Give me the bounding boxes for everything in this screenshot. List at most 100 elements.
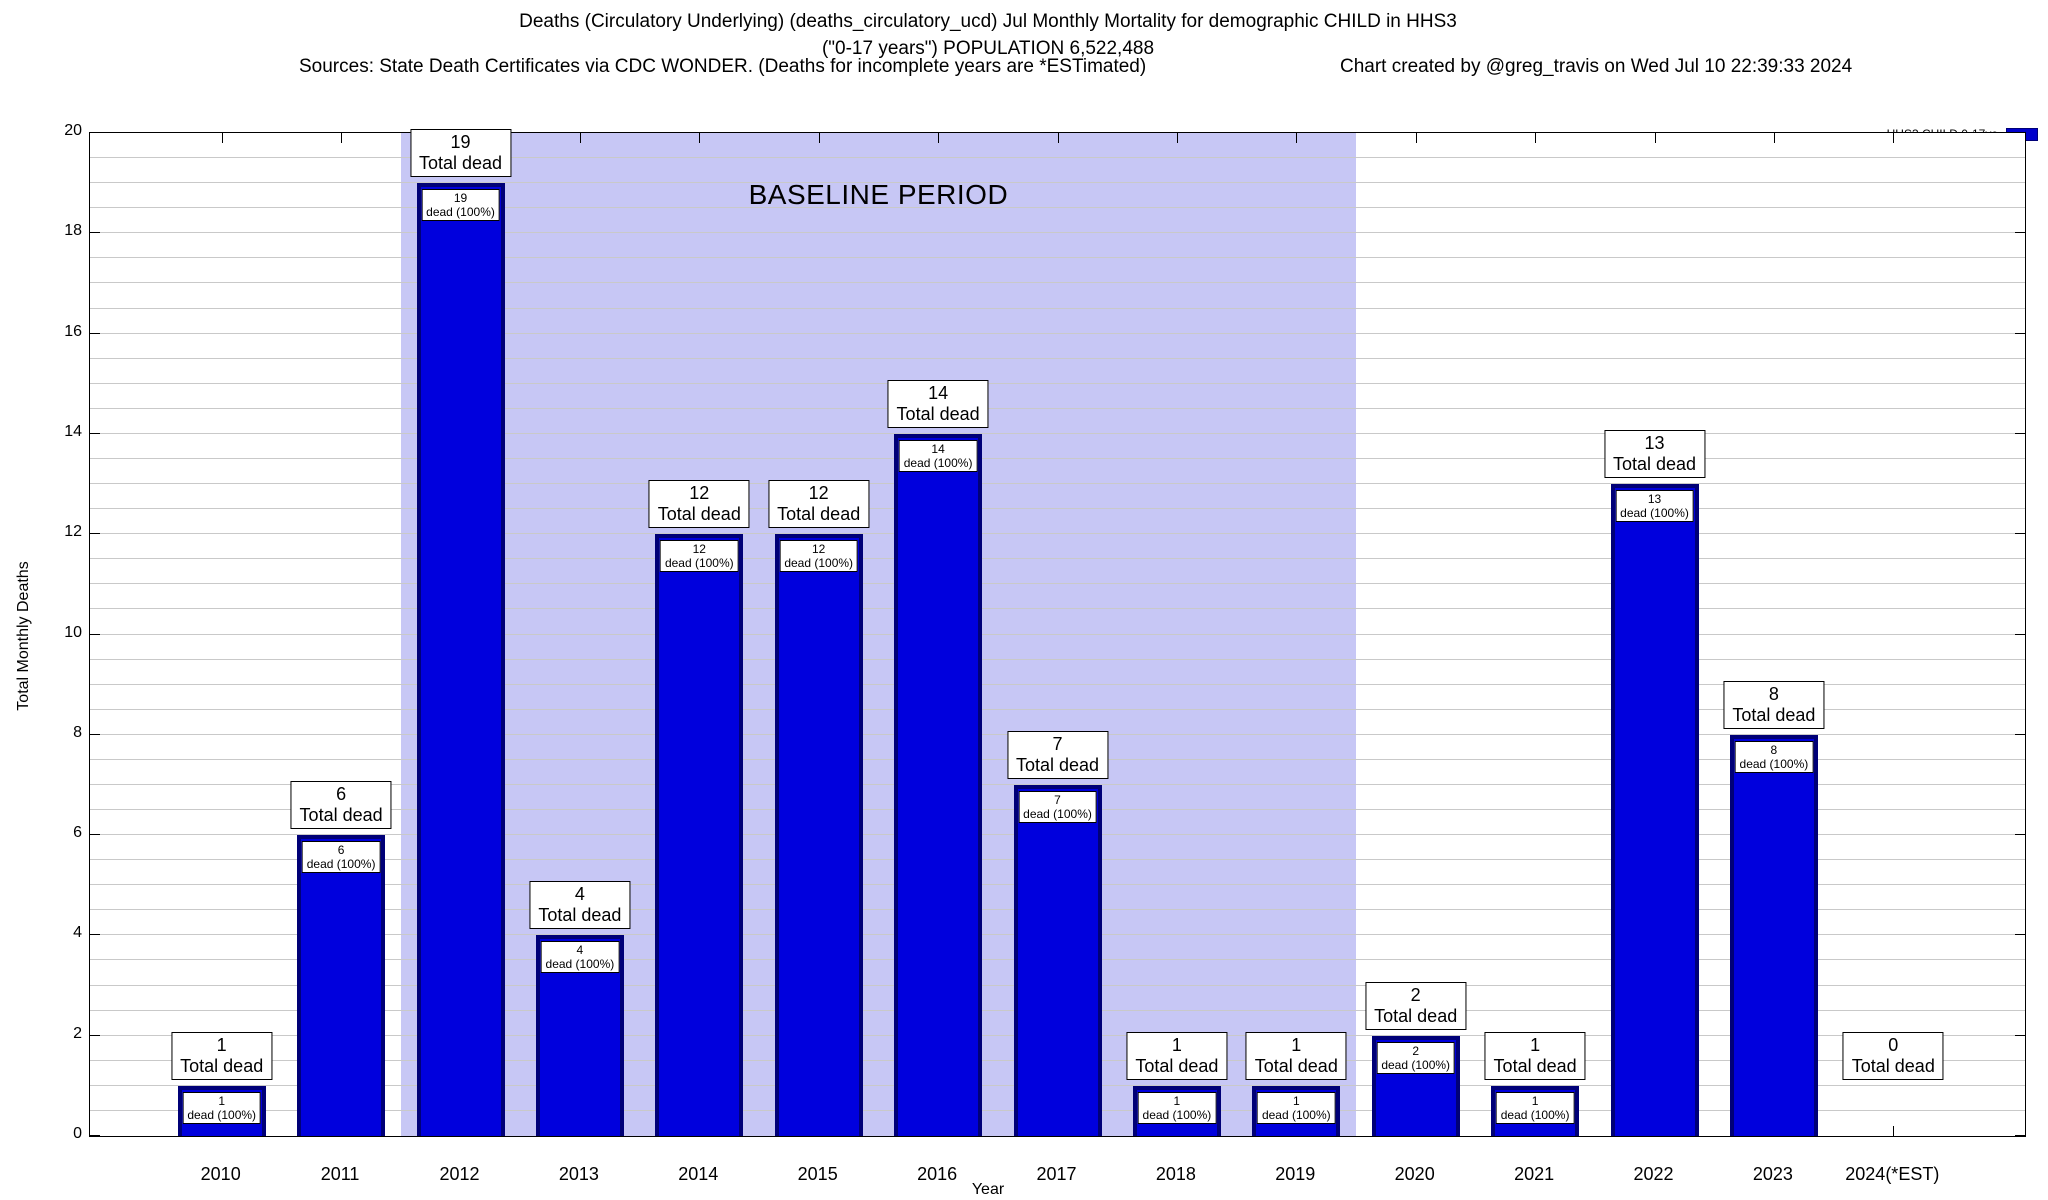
- y-tick-mark: [90, 533, 100, 535]
- x-tick-mark: [818, 133, 820, 143]
- x-tick-mark: [938, 133, 940, 143]
- bar-inner-label: 1 dead (100%): [1495, 1091, 1575, 1124]
- bar-total-label: 14 Total dead: [887, 379, 989, 428]
- x-tick-mark: [1057, 133, 1059, 143]
- x-tick-label: 2018: [1155, 1164, 1196, 1184]
- bar-total-label: 1 Total dead: [1245, 1031, 1347, 1080]
- gridline: [90, 658, 2025, 660]
- chart-title-line1: Deaths (Circulatory Underlying) (deaths_…: [519, 11, 1457, 32]
- gridline: [90, 207, 2025, 209]
- bar-inner-label: 4 dead (100%): [540, 941, 620, 974]
- y-tick-mark: [2015, 132, 2025, 133]
- gridline: [90, 357, 2025, 359]
- y-tick-mark: [90, 633, 100, 635]
- x-axis-scale: 2010 2011 2012 2013 2014 2015 2016 2017 2018 2019…: [89, 1164, 2026, 1190]
- x-tick-label: 2012: [439, 1164, 480, 1184]
- y-tick-label: 20: [64, 122, 82, 139]
- gridline: [90, 583, 2025, 585]
- y-tick-label: 0: [73, 1125, 82, 1142]
- bar-inner-label: 1 dead (100%): [1256, 1091, 1336, 1124]
- y-axis-scale: 0 2 4 6 8 10 12 14 16 18 20: [24, 122, 82, 1142]
- gridline: [90, 457, 2025, 459]
- bar: [297, 835, 386, 1136]
- bar-total-label: 8 Total dead: [1723, 680, 1825, 729]
- x-tick-label: 2023: [1752, 1164, 1793, 1184]
- y-tick-mark: [2015, 432, 2025, 434]
- gridline: [90, 683, 2025, 685]
- y-tick-mark: [90, 1034, 100, 1036]
- y-tick-label: 16: [64, 322, 82, 340]
- x-tick-mark: [1415, 133, 1417, 143]
- bar-total-label: 1 Total dead: [171, 1031, 273, 1080]
- bar-total-label: 12 Total dead: [768, 480, 870, 529]
- chart-credit: Chart created by @greg_travis on Wed Jul…: [1340, 56, 1853, 77]
- gridline: [90, 533, 2025, 535]
- bar: [416, 183, 505, 1136]
- y-tick-mark: [90, 733, 100, 735]
- bar-total-label: 4 Total dead: [529, 881, 631, 930]
- gridline: [90, 332, 2025, 334]
- gridline: [90, 432, 2025, 434]
- y-tick-label: 4: [73, 924, 82, 942]
- chart-sources: Sources: State Death Certificates via CD…: [299, 56, 1147, 77]
- bar-total-label: 6 Total dead: [290, 781, 392, 830]
- y-tick-mark: [2015, 1034, 2025, 1036]
- gridline: [90, 483, 2025, 485]
- y-tick-mark: [90, 132, 100, 133]
- y-tick-label: 8: [73, 723, 82, 741]
- bar-inner-label: 6 dead (100%): [301, 841, 381, 874]
- y-tick-mark: [2015, 332, 2025, 334]
- x-tick-mark: [341, 133, 343, 143]
- gridline: [90, 407, 2025, 409]
- x-tick-mark: [1893, 1126, 1895, 1136]
- y-tick-label: 10: [64, 623, 82, 641]
- y-tick-mark: [90, 934, 100, 936]
- x-tick-mark: [1773, 133, 1775, 143]
- x-tick-label: 2020: [1394, 1164, 1435, 1184]
- y-tick-mark: [2015, 1135, 2025, 1136]
- y-tick-label: 6: [73, 824, 82, 842]
- bar: [1610, 484, 1699, 1136]
- bar-total-label: 1 Total dead: [1484, 1031, 1586, 1080]
- y-tick-mark: [2015, 834, 2025, 836]
- y-tick-label: 2: [73, 1024, 82, 1042]
- x-tick-label: 2024(*EST): [1845, 1164, 1940, 1184]
- bar-total-label: 12 Total dead: [648, 480, 750, 529]
- x-tick-label: 2010: [200, 1164, 241, 1184]
- x-tick-mark: [1176, 133, 1178, 143]
- bar: [1729, 734, 1818, 1136]
- bar-inner-label: 12 dead (100%): [779, 540, 859, 573]
- x-tick-label: 2017: [1036, 1164, 1077, 1184]
- bar-total-label: 13 Total dead: [1603, 430, 1706, 479]
- y-tick-mark: [2015, 633, 2025, 635]
- y-tick-label: 14: [64, 422, 82, 440]
- x-tick-mark: [1893, 133, 1895, 143]
- bar-inner-label: 8 dead (100%): [1734, 740, 1814, 773]
- y-tick-label: 12: [64, 523, 82, 541]
- chart-title-line2: ("0-17 years") POPULATION 6,522,488: [821, 38, 1155, 59]
- bar-inner-label: 2 dead (100%): [1376, 1041, 1456, 1074]
- x-tick-label: 2019: [1275, 1164, 1316, 1184]
- gridline: [90, 182, 2025, 184]
- x-tick-mark: [221, 133, 223, 143]
- bar: [894, 433, 983, 1136]
- bar-total-label: 7 Total dead: [1006, 730, 1109, 779]
- gridline: [90, 508, 2025, 510]
- baseline-period-label: BASELINE PERIOD: [748, 179, 1009, 210]
- x-tick-mark: [579, 133, 581, 143]
- gridline: [90, 382, 2025, 384]
- x-tick-label: 2013: [558, 1164, 599, 1184]
- y-tick-mark: [2015, 934, 2025, 936]
- x-axis-title: Year: [971, 1181, 1005, 1198]
- bar-total-label: 0 Total dead: [1842, 1031, 1944, 1080]
- x-tick-label: 2016: [917, 1164, 958, 1184]
- y-tick-mark: [90, 332, 100, 334]
- bar: [655, 534, 744, 1136]
- x-tick-mark: [1654, 133, 1656, 143]
- chart-header: Deaths (Circulatory Underlying) (deaths_…: [0, 8, 1976, 62]
- gridline: [90, 558, 2025, 560]
- bar-inner-label: 19 dead (100%): [421, 189, 500, 222]
- bar-inner-label: 7 dead (100%): [1018, 790, 1097, 823]
- y-tick-mark: [90, 432, 100, 434]
